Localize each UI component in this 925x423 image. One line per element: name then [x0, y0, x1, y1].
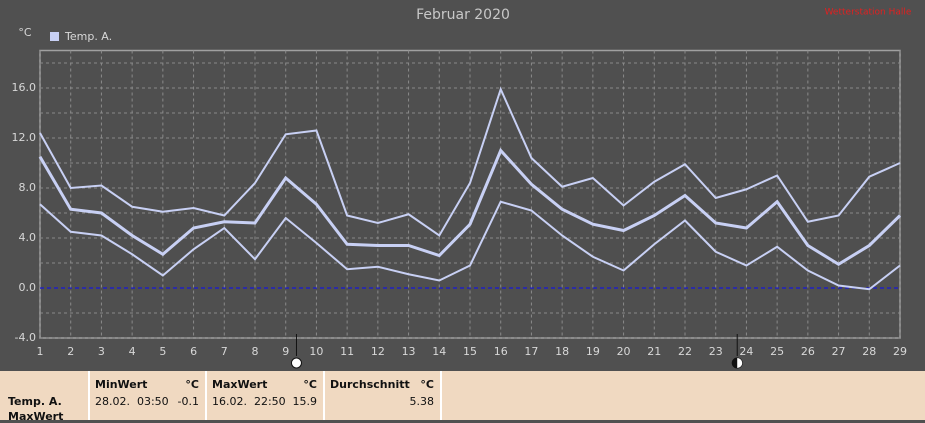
x-tick-label: 21: [647, 345, 661, 358]
series-line: [38, 147, 902, 267]
chart-title: Februar 2020: [416, 7, 510, 23]
x-tick-label: 24: [739, 345, 753, 358]
stats-column: MinWert °C 28.02. 03:50 -0.1: [88, 371, 205, 420]
x-tick-label: 1: [37, 345, 44, 358]
x-tick-label: 15: [463, 345, 477, 358]
row-labels: Temp. A. MaxWert: [0, 371, 88, 423]
x-tick-label: 22: [678, 345, 692, 358]
x-tick-label: 13: [402, 345, 416, 358]
x-tick-label: 26: [801, 345, 815, 358]
plot-area: [39, 49, 901, 339]
source: Wetterstation Halle: [825, 8, 912, 18]
x-tick-label: 4: [129, 345, 136, 358]
cell-header: MaxWert: [212, 378, 268, 391]
x-tick-label: 10: [309, 345, 323, 358]
cell-time: 16.02. 22:50: [212, 395, 286, 408]
y-tick-label: 0.0: [19, 281, 37, 294]
x-tick-label: 3: [98, 345, 105, 358]
cell-value: 15.9: [292, 395, 318, 408]
y-tick-label: 16.0: [12, 81, 37, 94]
x-tick-label: 11: [340, 345, 354, 358]
x-tick-label: 28: [862, 345, 876, 358]
legend-swatch: [50, 32, 59, 41]
y-tick-label: 12.0: [12, 131, 37, 144]
x-tick-label: 5: [159, 345, 166, 358]
x-tick-label: 7: [221, 345, 228, 358]
chart: Februar 2020 Wetterstation Halle °C Temp…: [12, 7, 912, 369]
x-tick-label: 27: [832, 345, 846, 358]
x-tick-label: 25: [770, 345, 784, 358]
y-tick-label: 8.0: [19, 181, 37, 194]
cell-header: Durchschnitt: [330, 378, 410, 391]
table-filler: [440, 371, 925, 420]
moon-phase: [290, 357, 302, 369]
x-tick-label: 23: [709, 345, 723, 358]
row-label: MaxWert: [8, 410, 64, 423]
legend-label: Temp. A.: [64, 30, 112, 43]
x-tick-label: 8: [252, 345, 259, 358]
x-tick-label: 19: [586, 345, 600, 358]
x-tick-label: 29: [893, 345, 907, 358]
x-tick-label: 18: [555, 345, 569, 358]
stats-table: Temp. A. MaxWert MinWert °C 28.02. 03:50 -0…: [0, 371, 925, 423]
x-tick-label: 6: [190, 345, 197, 358]
y-tick-label: 4.0: [19, 231, 37, 244]
stats-column: MaxWert °C 16.02. 22:50 15.9: [205, 371, 323, 420]
x-tick-label: 17: [524, 345, 538, 358]
y-axis-label: °C: [18, 26, 32, 39]
y-tick-label: -4.0: [15, 331, 36, 344]
row-label: Temp. A.: [8, 395, 62, 408]
cell-value: -0.1: [177, 395, 199, 408]
series-line: [39, 86, 901, 237]
cell-header: MinWert: [95, 378, 148, 391]
cell-unit: °C: [303, 378, 317, 391]
cell-value: 5.38: [409, 395, 435, 408]
x-tick-label: 9: [282, 345, 289, 358]
x-tick-label: 20: [617, 345, 631, 358]
x-tick-label: 14: [432, 345, 446, 358]
cell-time: 28.02. 03:50: [95, 395, 169, 408]
x-tick-label: 16: [494, 345, 508, 358]
moon-half: [737, 358, 743, 368]
x-tick-label: 12: [371, 345, 385, 358]
series-line: [39, 200, 901, 291]
stats-column: Durchschnitt °C 5.38: [323, 371, 440, 420]
cell-unit: °C: [420, 378, 434, 391]
x-tick-label: 2: [67, 345, 74, 358]
cell-unit: °C: [185, 378, 199, 391]
